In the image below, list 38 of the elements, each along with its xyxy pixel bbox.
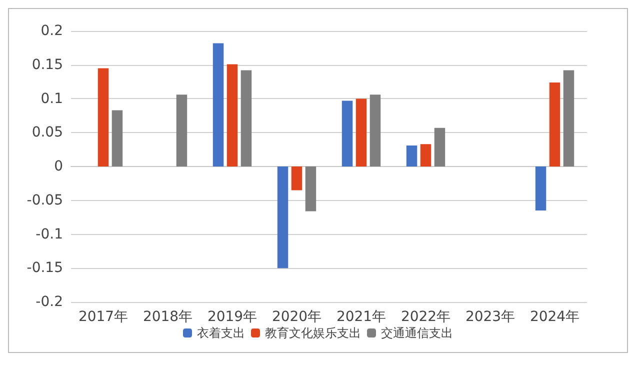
x-tick-label: 2019年 xyxy=(207,309,258,325)
bar xyxy=(420,144,432,166)
y-tick-label: 0.2 xyxy=(40,23,63,39)
bar xyxy=(305,166,316,212)
bar xyxy=(112,110,123,166)
x-tick-label: 2024年 xyxy=(530,309,580,325)
bar xyxy=(176,94,188,166)
y-tick-label: 0.1 xyxy=(40,90,63,107)
bar xyxy=(277,166,288,268)
legend-label: 交通通信支出 xyxy=(381,326,453,340)
y-tick-label: -0.1 xyxy=(36,226,63,242)
x-tick-label: 2020年 xyxy=(272,309,322,325)
x-tick-label: 2023年 xyxy=(465,309,516,325)
y-tick-label: 0.05 xyxy=(32,124,63,141)
y-tick-label: -0.2 xyxy=(36,294,63,310)
bar xyxy=(240,70,252,166)
x-tick-label: 2018年 xyxy=(142,309,193,325)
x-tick-label: 2021年 xyxy=(336,309,386,325)
bar xyxy=(535,166,546,211)
bar xyxy=(98,68,109,166)
y-tick-label: 0.15 xyxy=(32,56,63,73)
bar xyxy=(434,128,446,166)
x-tick-label: 2017年 xyxy=(78,309,128,325)
bar xyxy=(563,70,574,166)
y-tick-label: -0.05 xyxy=(26,192,63,208)
bar xyxy=(342,100,353,166)
bar xyxy=(212,43,224,166)
bar xyxy=(356,98,367,166)
bar xyxy=(370,94,381,166)
bar xyxy=(406,146,418,166)
bar xyxy=(226,64,238,166)
bar xyxy=(549,82,560,166)
legend-label: 教育文化娱乐支出 xyxy=(265,326,361,340)
y-tick-label: -0.15 xyxy=(26,260,63,276)
y-tick-label: 0 xyxy=(54,158,63,174)
legend-label: 衣着支出 xyxy=(197,326,245,340)
bar xyxy=(291,166,302,190)
x-tick-label: 2022年 xyxy=(400,309,451,325)
